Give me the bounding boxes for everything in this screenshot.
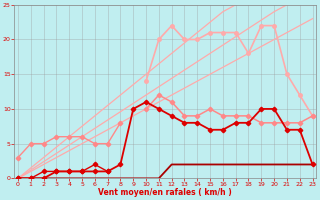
- X-axis label: Vent moyen/en rafales ( km/h ): Vent moyen/en rafales ( km/h ): [98, 188, 232, 197]
